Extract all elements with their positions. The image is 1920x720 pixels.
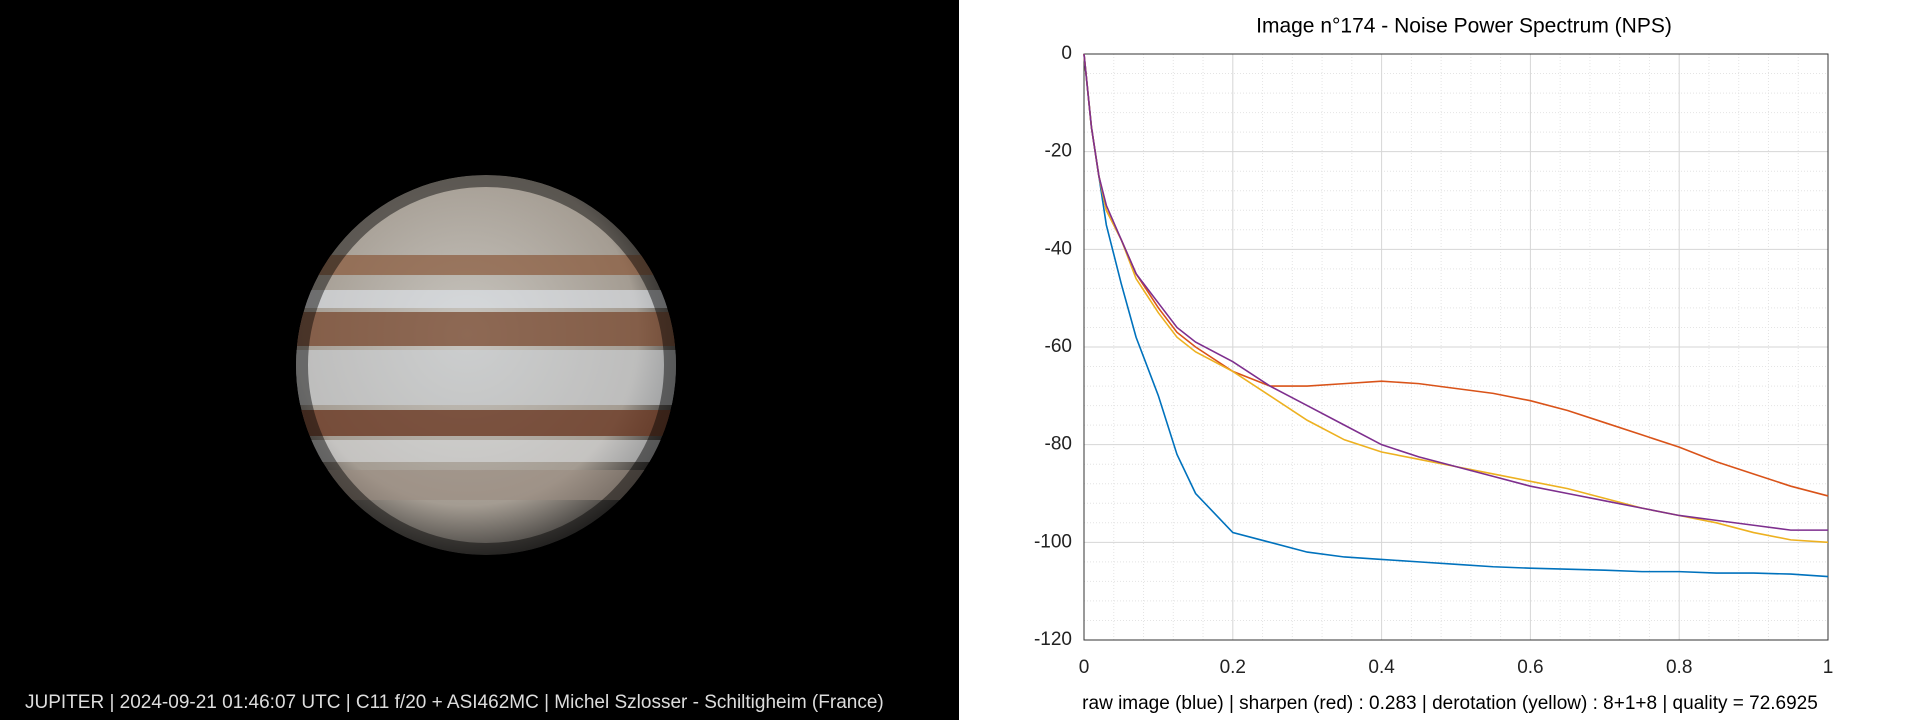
x-tick-label: 1 bbox=[1823, 657, 1834, 678]
x-tick-label: 0.8 bbox=[1666, 657, 1692, 678]
x-tick-label: 0.6 bbox=[1517, 657, 1543, 678]
x-tick-label: 0 bbox=[1079, 657, 1090, 678]
y-tick-label: -40 bbox=[1045, 238, 1072, 259]
plot-frame bbox=[1083, 53, 1829, 641]
chart-title: Image n°174 - Noise Power Spectrum (NPS) bbox=[1256, 15, 1672, 38]
chart-caption: raw image (blue) | sharpen (red) : 0.283… bbox=[1082, 693, 1818, 714]
y-tick-label: 0 bbox=[1061, 43, 1072, 64]
image-caption: JUPITER | 2024-09-21 01:46:07 UTC | C11 … bbox=[25, 692, 884, 713]
y-tick-label: -100 bbox=[1034, 531, 1072, 552]
x-tick-label: 0.4 bbox=[1368, 657, 1395, 678]
y-tick-label: -80 bbox=[1045, 434, 1072, 455]
x-tick-label: 0.2 bbox=[1220, 657, 1246, 678]
y-tick-label: -120 bbox=[1034, 629, 1072, 650]
series-line bbox=[1083, 53, 1828, 531]
y-tick-label: -20 bbox=[1045, 141, 1072, 162]
y-tick-label: -60 bbox=[1045, 336, 1072, 357]
planet bbox=[296, 175, 676, 555]
series-line bbox=[1083, 53, 1829, 578]
